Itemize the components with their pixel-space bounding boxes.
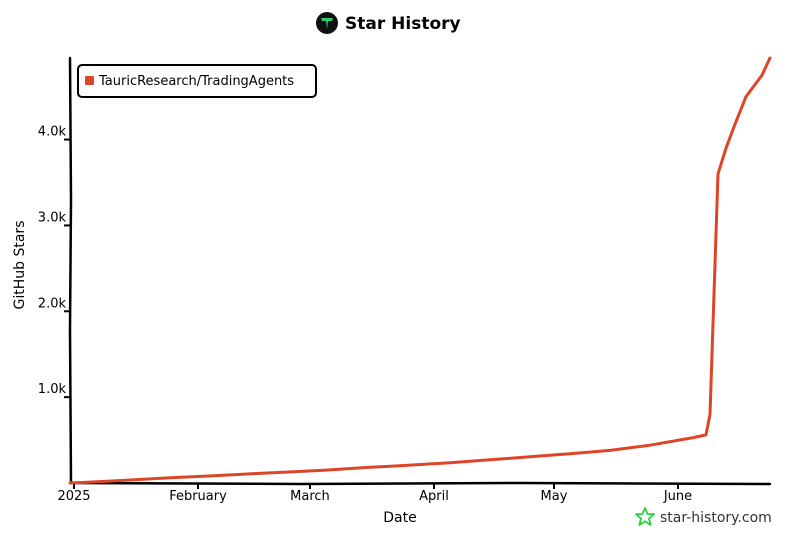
y-tick-label: 4.0k <box>38 125 67 140</box>
y-axis-ticks: 1.0k 2.0k 3.0k 4.0k <box>38 125 70 399</box>
legend-box <box>77 64 317 98</box>
legend: TauricResearch/TradingAgents <box>77 64 317 98</box>
y-tick-label: 1.0k <box>38 382 67 397</box>
chart-header: Star History <box>316 12 461 34</box>
legend-swatch <box>85 76 94 85</box>
axes <box>68 56 772 486</box>
x-axis-label: Date <box>383 510 416 526</box>
x-tick-label: April <box>419 489 449 504</box>
x-axis-ticks: 2025 February March April May June <box>57 483 692 504</box>
legend-label: TauricResearch/TradingAgents <box>98 74 294 89</box>
x-tick-label: March <box>290 489 330 504</box>
star-outline-icon <box>635 507 655 526</box>
x-tick-label: February <box>169 489 227 504</box>
x-axis-line <box>68 481 772 486</box>
star-history-logo-icon <box>316 12 338 34</box>
y-tick-label: 3.0k <box>38 210 67 225</box>
watermark: star-history.com <box>635 507 772 526</box>
chart-title: Star History <box>345 14 461 34</box>
x-tick-label: June <box>663 489 692 504</box>
y-axis-label: GitHub Stars <box>12 221 28 310</box>
x-tick-label: 2025 <box>57 489 90 504</box>
watermark-text: star-history.com <box>660 510 772 526</box>
y-tick-label: 2.0k <box>38 296 67 311</box>
y-axis-line <box>68 56 73 485</box>
x-tick-label: May <box>541 489 568 504</box>
series-line-tauricresearch-tradingagents <box>68 56 772 485</box>
